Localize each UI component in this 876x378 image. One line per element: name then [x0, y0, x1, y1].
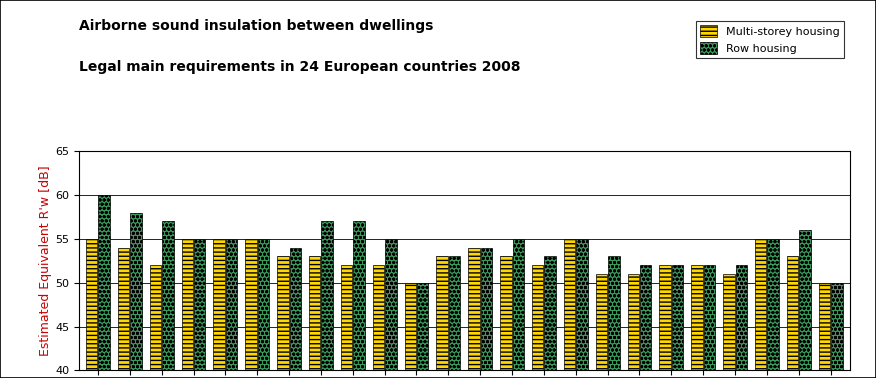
Bar: [723, 274, 735, 370]
Bar: [405, 283, 416, 370]
Bar: [799, 230, 810, 370]
Y-axis label: Estimated Equivalent R'w [dB]: Estimated Equivalent R'w [dB]: [39, 166, 53, 356]
Bar: [831, 283, 843, 370]
Bar: [627, 274, 639, 370]
Bar: [385, 239, 397, 370]
Bar: [640, 265, 652, 370]
Text: Airborne sound insulation between dwellings: Airborne sound insulation between dwelli…: [79, 19, 434, 33]
Legend: Multi-storey housing, Row housing: Multi-storey housing, Row housing: [696, 21, 844, 58]
Bar: [819, 283, 830, 370]
Bar: [258, 239, 269, 370]
Bar: [98, 195, 110, 370]
Bar: [660, 265, 671, 370]
Bar: [544, 256, 556, 370]
Bar: [118, 248, 130, 370]
Bar: [86, 239, 97, 370]
Bar: [596, 274, 607, 370]
Bar: [564, 239, 576, 370]
Bar: [512, 239, 524, 370]
Bar: [309, 256, 321, 370]
Bar: [481, 248, 492, 370]
Text: Legal main requirements in 24 European countries 2008: Legal main requirements in 24 European c…: [79, 60, 520, 74]
Bar: [341, 265, 352, 370]
Bar: [532, 265, 543, 370]
Bar: [736, 265, 747, 370]
Bar: [576, 239, 588, 370]
Bar: [131, 212, 142, 370]
Bar: [181, 239, 193, 370]
Bar: [703, 265, 715, 370]
Bar: [672, 265, 683, 370]
Bar: [150, 265, 161, 370]
Bar: [469, 248, 480, 370]
Bar: [321, 222, 333, 370]
Bar: [194, 239, 206, 370]
Bar: [436, 256, 448, 370]
Bar: [245, 239, 257, 370]
Bar: [767, 239, 779, 370]
Bar: [500, 256, 512, 370]
Bar: [417, 283, 428, 370]
Bar: [608, 256, 619, 370]
Bar: [755, 239, 766, 370]
Bar: [449, 256, 460, 370]
Bar: [290, 248, 301, 370]
Bar: [226, 239, 237, 370]
Bar: [277, 256, 288, 370]
Bar: [353, 222, 364, 370]
Bar: [162, 222, 173, 370]
Bar: [691, 265, 703, 370]
Bar: [787, 256, 798, 370]
Bar: [372, 265, 385, 370]
Bar: [214, 239, 225, 370]
